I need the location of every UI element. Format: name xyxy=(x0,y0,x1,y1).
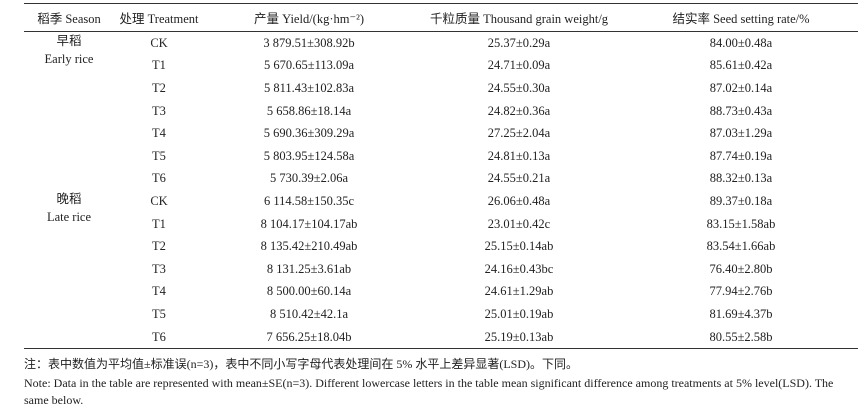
thousand-grain-weight-cell: 25.01±0.19ab xyxy=(484,306,554,321)
treatment-cell: T2 xyxy=(152,80,166,95)
table-row: T4 5 690.36±309.29a 27.25±2.04a 87.03±1.29a xyxy=(24,122,858,145)
header-row: 稻季 Season 处理 Treatment 产量 Yield/(kg·hm⁻²… xyxy=(24,3,858,32)
seed-setting-rate-cell: 83.54±1.66ab xyxy=(706,239,776,254)
season-name-chinese: 晚稻 xyxy=(56,192,82,207)
yield-cell: 6 114.58±150.35c xyxy=(263,193,355,208)
seed-setting-rate-cell: 81.69±4.37b xyxy=(709,306,773,321)
treatment-cell: T5 xyxy=(152,148,166,163)
seed-setting-rate-cell: 88.73±0.43a xyxy=(709,103,773,118)
yield-cell: 5 803.95±124.58a xyxy=(263,148,355,163)
data-table: 稻季 Season 处理 Treatment 产量 Yield/(kg·hm⁻²… xyxy=(24,3,858,349)
treatment-cell: T1 xyxy=(152,216,166,231)
yield-cell: 5 730.39±2.06a xyxy=(269,171,349,186)
thousand-grain-weight-cell: 24.55±0.21a xyxy=(487,171,551,186)
season-cell: 早稻 Early rice xyxy=(24,32,114,191)
header-treatment: 处理 Treatment xyxy=(119,12,199,26)
table-row: T3 8 131.25±3.61ab 24.16±0.43bc 76.40±2.80b xyxy=(24,258,858,281)
table-row: T5 8 510.42±42.1a 25.01±0.19ab 81.69±4.37b xyxy=(24,303,858,326)
thousand-grain-weight-cell: 26.06±0.48a xyxy=(487,193,551,208)
treatment-cell: CK xyxy=(150,35,168,50)
table-row: T1 8 104.17±104.17ab 23.01±0.42c 83.15±1.58… xyxy=(24,213,858,236)
yield-cell: 5 670.65±113.09a xyxy=(263,58,355,73)
seed-setting-rate-cell: 87.03±1.29a xyxy=(709,126,773,141)
seed-setting-rate-cell: 80.55±2.58b xyxy=(709,329,773,344)
thousand-grain-weight-cell: 24.61±1.29ab xyxy=(484,284,554,299)
thousand-grain-weight-cell: 25.19±0.13ab xyxy=(484,329,554,344)
thousand-grain-weight-cell: 24.71±0.09a xyxy=(487,58,551,73)
seed-setting-rate-cell: 88.32±0.13a xyxy=(709,171,773,186)
table-row: T3 5 658.86±18.14a 24.82±0.36a 88.73±0.43a xyxy=(24,100,858,123)
treatment-cell: T6 xyxy=(152,171,166,186)
table-row: T4 8 500.00±60.14a 24.61±1.29ab 77.94±2.76b xyxy=(24,281,858,304)
header-yield: 产量 Yield/(kg·hm⁻²) xyxy=(254,12,364,26)
table-row: T2 5 811.43±102.83a 24.55±0.30a 87.02±0.14a xyxy=(24,77,858,100)
note-english: Note: Data in the table are represented … xyxy=(24,376,834,407)
yield-cell: 5 658.86±18.14a xyxy=(266,103,352,118)
table-body: 早稻 Early rice CK 3 879.51±308.92b 25.37±0.29… xyxy=(24,32,858,349)
thousand-grain-weight-cell: 25.15±0.14ab xyxy=(484,239,554,254)
yield-cell: 8 104.17±104.17ab xyxy=(260,216,358,231)
thousand-grain-weight-cell: 27.25±2.04a xyxy=(487,126,551,141)
treatment-cell: T4 xyxy=(152,126,166,141)
season-cell: 晚稻 Late rice xyxy=(24,190,114,349)
note-chinese: 注：表中数值为平均值±标准误(n=3)，表中不同小写字母代表处理间在 5% 水平… xyxy=(24,357,579,371)
seed-setting-rate-cell: 85.61±0.42a xyxy=(709,58,773,73)
yield-cell: 5 690.36±309.29a xyxy=(263,126,355,141)
yield-cell: 8 135.42±210.49ab xyxy=(260,239,358,254)
header-seed-setting-rate: 结实率 Seed setting rate/% xyxy=(672,12,810,26)
thousand-grain-weight-cell: 24.55±0.30a xyxy=(487,80,551,95)
seed-setting-rate-cell: 87.02±0.14a xyxy=(709,80,773,95)
seed-setting-rate-cell: 84.00±0.48a xyxy=(709,35,773,50)
treatment-cell: T6 xyxy=(152,329,166,344)
yield-cell: 3 879.51±308.92b xyxy=(263,35,355,50)
treatment-cell: T3 xyxy=(152,103,166,118)
table-row: 早稻 Early rice CK 3 879.51±308.92b 25.37±0.29… xyxy=(24,32,858,66)
seed-setting-rate-cell: 89.37±0.18a xyxy=(709,193,773,208)
yield-cell: 5 811.43±102.83a xyxy=(263,80,355,95)
treatment-cell: T5 xyxy=(152,306,166,321)
season-name-english: Early rice xyxy=(44,52,94,66)
thousand-grain-weight-cell: 25.37±0.29a xyxy=(487,35,551,50)
table-row: T2 8 135.42±210.49ab 25.15±0.14ab 83.54±1.6… xyxy=(24,235,858,258)
treatment-cell: T3 xyxy=(152,261,166,276)
treatment-cell: T1 xyxy=(152,58,166,73)
season-name-english: Late rice xyxy=(46,210,92,225)
header-thousand-grain-weight: 千粒质量 Thousand grain weight/g xyxy=(429,12,609,26)
table-row: T1 5 670.65±113.09a 24.71±0.09a 85.61±0.42a xyxy=(24,55,858,78)
thousand-grain-weight-cell: 24.16±0.43bc xyxy=(484,261,554,276)
seed-setting-rate-cell: 76.40±2.80b xyxy=(709,261,773,276)
yield-cell: 7 656.25±18.04b xyxy=(266,329,352,344)
table-notes: 注：表中数值为平均值±标准误(n=3)，表中不同小写字母代表处理间在 5% 水平… xyxy=(24,356,854,409)
seed-setting-rate-cell: 77.94±2.76b xyxy=(709,284,773,299)
treatment-cell: T2 xyxy=(152,239,166,254)
yield-cell: 8 510.42±42.1a xyxy=(269,306,349,321)
yield-cell: 8 500.00±60.14a xyxy=(266,284,352,299)
table-row: T6 5 730.39±2.06a 24.55±0.21a 88.32±0.13a xyxy=(24,168,858,191)
thousand-grain-weight-cell: 24.81±0.13a xyxy=(487,148,551,163)
thousand-grain-weight-cell: 24.82±0.36a xyxy=(487,103,551,118)
treatment-cell: T4 xyxy=(152,284,166,299)
seed-setting-rate-cell: 83.15±1.58ab xyxy=(706,216,776,231)
season-name-chinese: 早稻 xyxy=(56,34,82,48)
seed-setting-rate-cell: 87.74±0.19a xyxy=(709,148,773,163)
table-row: T5 5 803.95±124.58a 24.81±0.13a 87.74±0.19a xyxy=(24,145,858,168)
table-row: 晚稻 Late rice CK 6 114.58±150.35c 26.06±0.48a… xyxy=(24,190,858,224)
table-row: T6 7 656.25±18.04b 25.19±0.13ab 80.55±2.58b xyxy=(24,326,858,349)
yield-cell: 8 131.25±3.61ab xyxy=(266,261,352,276)
thousand-grain-weight-cell: 23.01±0.42c xyxy=(487,216,551,231)
header-season: 稻季 Season xyxy=(37,12,101,26)
treatment-cell: CK xyxy=(150,193,168,208)
